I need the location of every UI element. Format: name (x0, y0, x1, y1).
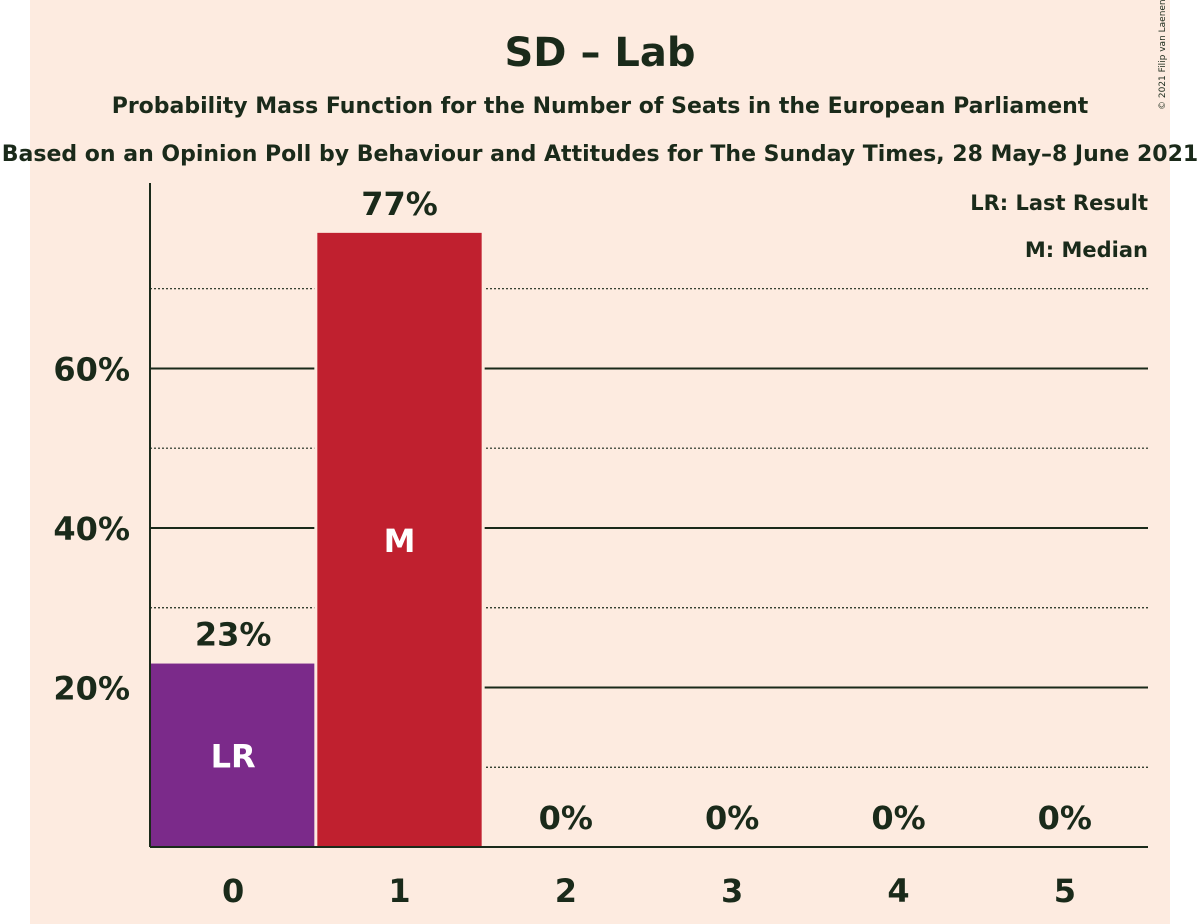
bar-value-label: 0% (871, 799, 925, 837)
x-tick-label: 1 (388, 872, 410, 910)
legend-last-result: LR: Last Result (970, 191, 1148, 215)
x-tick-label: 5 (1054, 872, 1076, 910)
axes (149, 183, 1148, 848)
legend-median: M: Median (1025, 238, 1148, 262)
y-tick-label: 20% (53, 669, 130, 707)
bar-value-label: 0% (1038, 799, 1092, 837)
x-tick-label: 4 (887, 872, 909, 910)
chart-subtitle: Probability Mass Function for the Number… (112, 94, 1089, 119)
bar-value-label: 23% (195, 616, 272, 654)
chart-title: SD – Lab (505, 30, 696, 76)
copyright-note: © 2021 Filip van Laenen (1158, 0, 1168, 110)
bar-value-label: 0% (539, 799, 593, 837)
bar-value-label: 0% (705, 799, 759, 837)
bar-inner-label: LR (211, 737, 256, 775)
bar-value-label: 77% (361, 185, 438, 223)
bar (151, 663, 316, 847)
legend: LR: Last Result M: Median (970, 191, 1148, 262)
bars: 23% LR 0 77% M 1 0% 2 0% 3 0% 4 0% 5 (148, 185, 1092, 910)
x-tick-label: 0 (222, 872, 244, 910)
y-tick-label: 60% (53, 350, 130, 388)
chart-subtitle-source: Based on an Opinion Poll by Behaviour an… (2, 142, 1198, 167)
x-tick-label: 2 (555, 872, 577, 910)
bar (317, 232, 482, 848)
y-tick-label: 40% (53, 510, 130, 548)
x-tick-label: 3 (721, 872, 743, 910)
bar-inner-label: M (384, 522, 416, 560)
